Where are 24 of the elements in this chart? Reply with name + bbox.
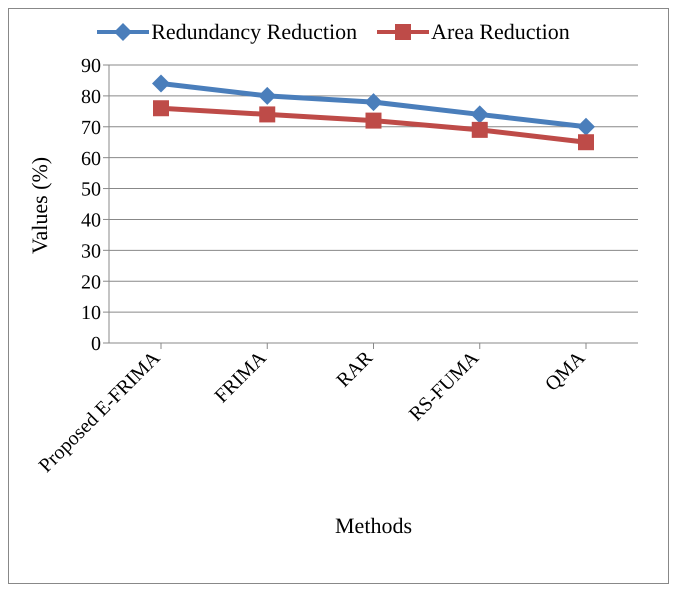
x-axis-title: Methods <box>335 513 412 538</box>
y-tick-label: 50 <box>81 178 101 201</box>
y-tick-label: 10 <box>81 302 101 324</box>
point <box>153 100 169 116</box>
point <box>152 74 170 93</box>
point <box>366 112 382 129</box>
y-tick-label: 70 <box>81 116 101 139</box>
point <box>470 105 489 124</box>
point <box>259 106 276 122</box>
point <box>364 93 382 112</box>
y-tick-label: 0 <box>91 333 101 356</box>
y-tick-label: 20 <box>81 271 101 294</box>
y-tick-label: 40 <box>81 210 101 232</box>
point <box>577 118 595 136</box>
y-axis-title: Values (%) <box>26 156 52 254</box>
y-tick-label: 80 <box>81 86 101 108</box>
legend-label: Area Reduction <box>430 19 570 45</box>
point <box>258 86 276 105</box>
point <box>578 134 594 150</box>
point <box>472 122 488 138</box>
y-tick-label: 90 <box>81 55 101 78</box>
y-tick-label: 60 <box>81 148 101 170</box>
y-tick-label: 30 <box>81 240 101 262</box>
legend-label: Redundancy Reduction <box>150 19 358 45</box>
